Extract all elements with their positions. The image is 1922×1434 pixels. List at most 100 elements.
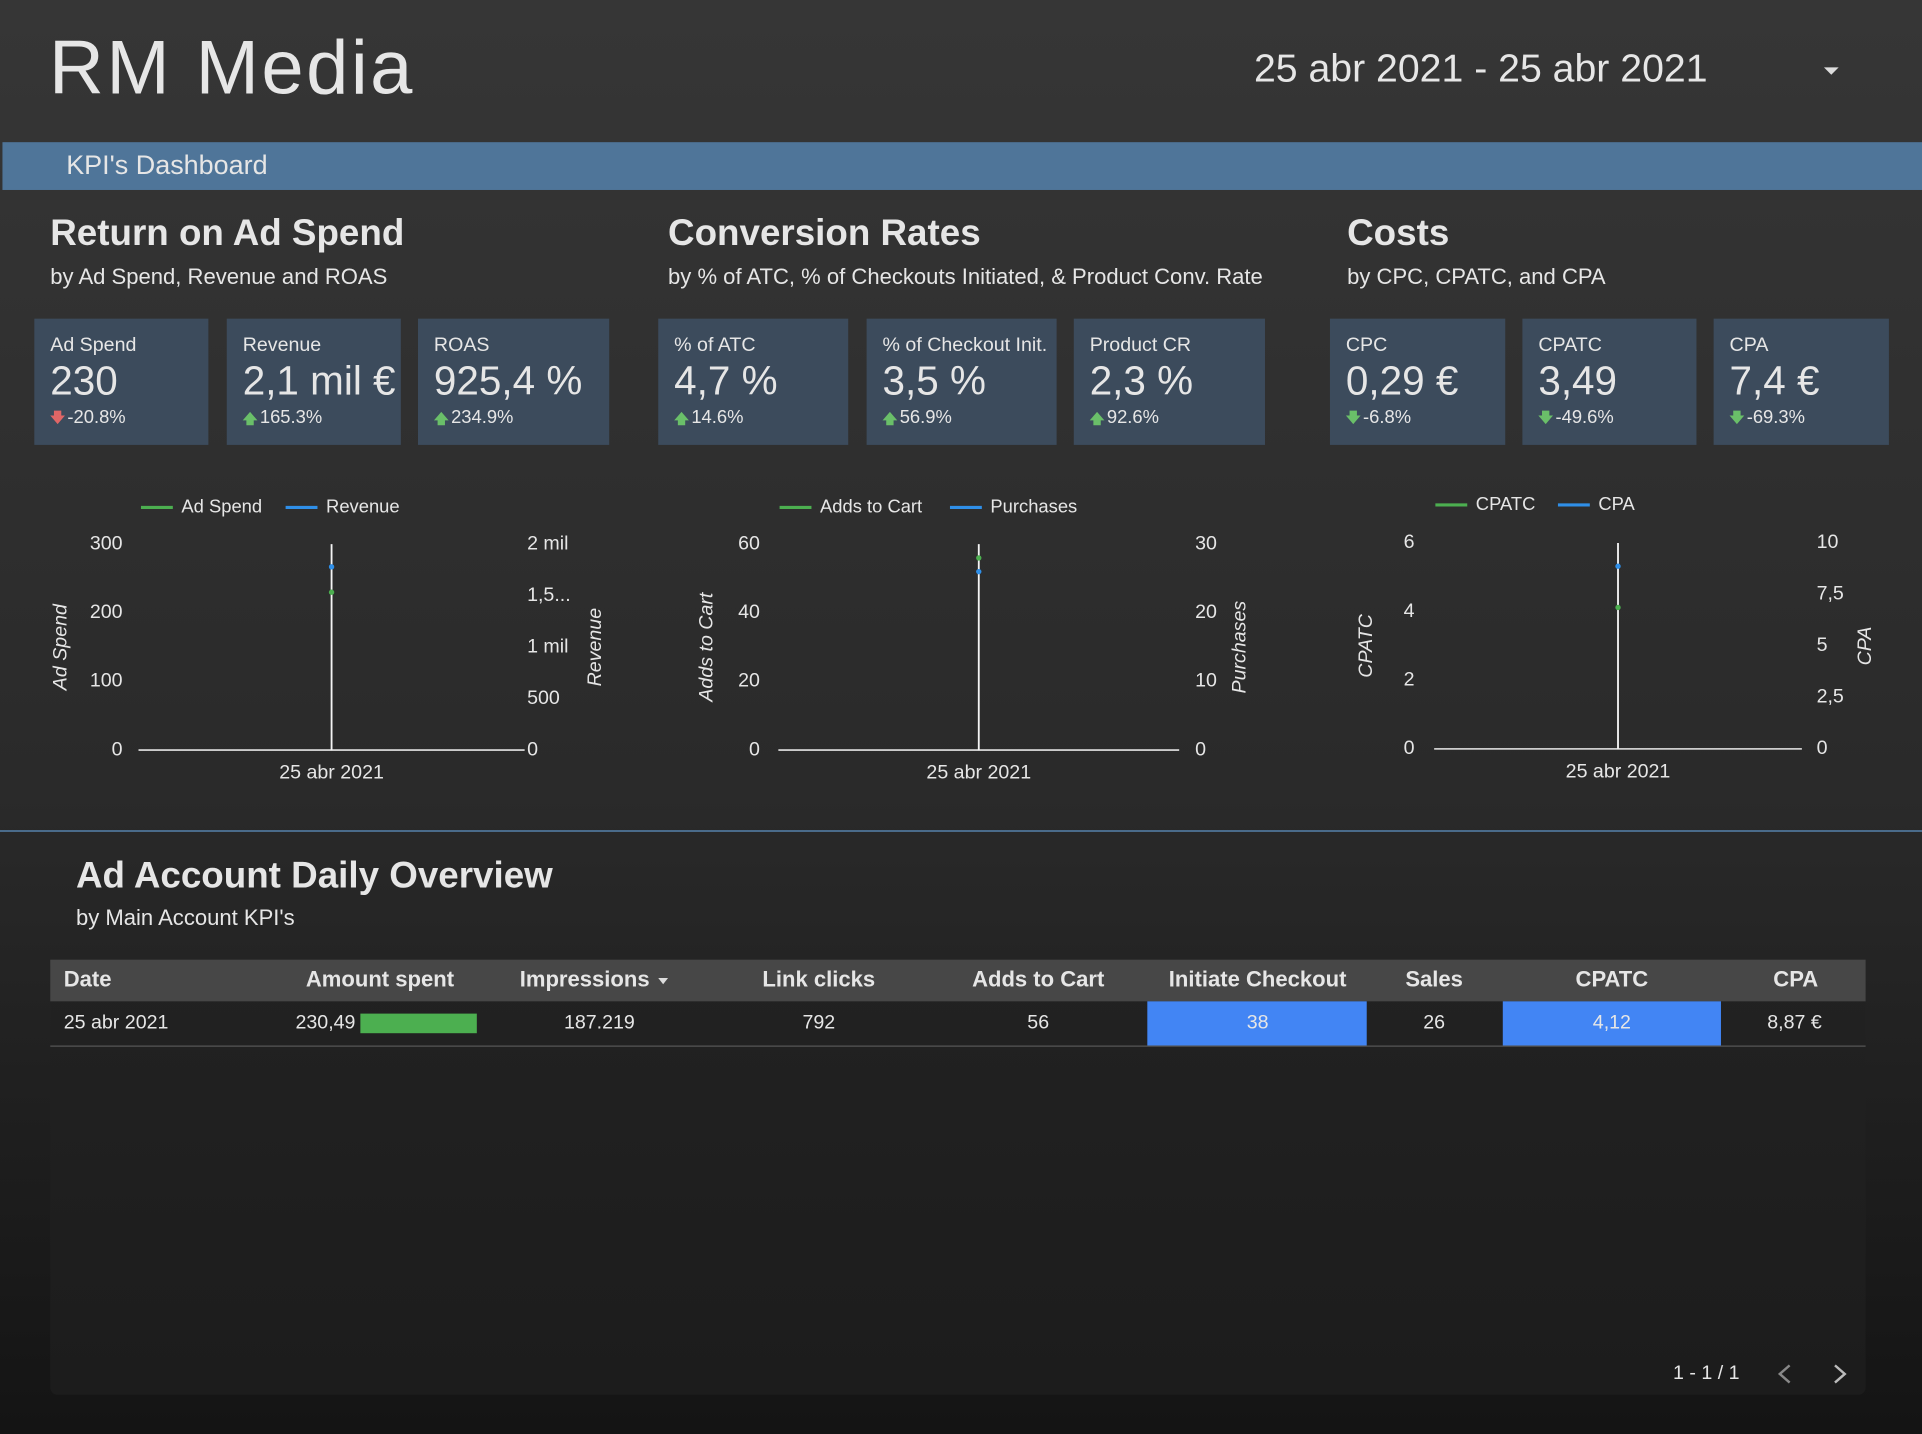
y2-tick-label: 7,5 xyxy=(1817,583,1844,605)
card-label: Ad Spend xyxy=(50,334,136,356)
section-subtitle: by Ad Spend, Revenue and ROAS xyxy=(50,264,387,289)
scorecard xyxy=(34,318,209,445)
card-value: 7,4 € xyxy=(1730,357,1820,403)
y-tick-label: 0 xyxy=(112,738,123,760)
y2-tick-label: 1,5... xyxy=(527,584,571,606)
column-header: CPATC xyxy=(1576,966,1649,991)
date-range[interactable]: 25 abr 2021 - 25 abr 2021 xyxy=(1254,46,1708,90)
card-label: ROAS xyxy=(434,334,490,356)
x-tick-label: 25 abr 2021 xyxy=(279,762,384,784)
column-header: Adds to Cart xyxy=(972,966,1105,991)
x-tick-label: 25 abr 2021 xyxy=(926,762,1031,784)
section-subtitle: by % of ATC, % of Checkouts Initiated, &… xyxy=(668,264,1263,289)
card-value: 2,1 mil € xyxy=(243,357,396,403)
card-value: 230 xyxy=(50,357,117,403)
prev-page[interactable] xyxy=(1777,1364,1791,1384)
table-cell: 792 xyxy=(802,1012,835,1034)
section-title: Return on Ad Spend xyxy=(50,212,404,253)
banner xyxy=(2,142,1922,190)
y-tick-label: 60 xyxy=(738,532,760,554)
y-tick-label: 0 xyxy=(1404,737,1415,759)
card-value: 4,7 % xyxy=(674,357,777,403)
y2-tick-label: 10 xyxy=(1817,531,1839,553)
y2-axis-title: Purchases xyxy=(1229,601,1251,694)
section-subtitle: by CPC, CPATC, and CPA xyxy=(1347,264,1606,289)
y-tick-label: 40 xyxy=(738,601,760,623)
legend-label: CPA xyxy=(1598,493,1635,514)
y2-tick-label: 10 xyxy=(1195,670,1217,692)
legend-label: Ad Spend xyxy=(181,495,262,516)
y2-axis-title: CPA xyxy=(1854,626,1876,665)
delta-arrow xyxy=(882,411,898,426)
y-tick-label: 300 xyxy=(90,532,123,554)
card-delta: -20.8% xyxy=(67,406,125,427)
scorecard xyxy=(417,318,610,445)
section-title: Conversion Rates xyxy=(668,212,981,253)
section-title: Costs xyxy=(1347,212,1449,253)
card-delta: -6.8% xyxy=(1363,406,1411,427)
delta-arrow xyxy=(1345,410,1361,425)
y-tick-label: 2 xyxy=(1404,668,1415,690)
sort-arrow[interactable] xyxy=(658,978,669,985)
column-header: Link clicks xyxy=(762,966,875,991)
y2-axis-title: Revenue xyxy=(584,608,606,687)
table-panel xyxy=(50,959,1866,1395)
y-tick-label: 100 xyxy=(90,670,123,692)
table-cell: 230,49 xyxy=(295,1012,355,1034)
scorecard xyxy=(1329,318,1506,445)
card-delta: 14.6% xyxy=(691,406,743,427)
delta-arrow xyxy=(433,411,449,426)
column-header: CPA xyxy=(1773,966,1818,991)
y-axis-title: Ad Spend xyxy=(49,603,71,691)
y-tick-label: 200 xyxy=(90,601,123,623)
column-header: Sales xyxy=(1405,966,1463,991)
next-page[interactable] xyxy=(1834,1364,1847,1384)
data-point xyxy=(328,564,335,570)
y2-tick-label: 0 xyxy=(527,738,538,760)
pagination: 1 - 1 / 1 xyxy=(1673,1362,1740,1384)
y-tick-label: 20 xyxy=(738,670,760,692)
y2-tick-label: 0 xyxy=(1817,737,1828,759)
card-delta: -69.3% xyxy=(1747,406,1805,427)
page-title: RM Media xyxy=(49,26,415,111)
data-point xyxy=(1615,604,1621,611)
y-tick-label: 4 xyxy=(1404,600,1415,622)
y2-tick-label: 500 xyxy=(527,687,560,709)
card-value: 3,49 xyxy=(1538,357,1617,403)
data-point xyxy=(1615,563,1621,569)
card-value: 925,4 % xyxy=(434,357,582,403)
column-header: Date xyxy=(64,966,112,991)
delta-arrow xyxy=(1729,410,1745,425)
column-header: Initiate Checkout xyxy=(1169,966,1347,991)
legend-label: Adds to Cart xyxy=(820,495,922,516)
dropdown-arrow[interactable] xyxy=(1823,67,1839,75)
y2-tick-label: 2,5 xyxy=(1817,686,1844,708)
banner-text: KPI's Dashboard xyxy=(66,150,267,180)
card-label: % of Checkout Init. xyxy=(883,334,1048,356)
card-label: Product CR xyxy=(1090,334,1191,356)
scorecard xyxy=(1522,318,1697,445)
y2-tick-label: 1 mil xyxy=(527,635,568,657)
card-label: CPA xyxy=(1730,334,1770,356)
y2-tick-label: 0 xyxy=(1195,738,1206,760)
table-cell: 56 xyxy=(1027,1012,1049,1034)
scorecard xyxy=(226,318,401,445)
scorecard xyxy=(1073,318,1265,445)
legend-label: Revenue xyxy=(326,495,400,516)
heat-cell xyxy=(1502,1001,1721,1046)
card-delta: 165.3% xyxy=(260,406,322,427)
card-label: CPC xyxy=(1346,334,1387,356)
legend-label: Purchases xyxy=(990,495,1077,516)
table-cell: 4,12 xyxy=(1593,1012,1631,1034)
scorecard xyxy=(1713,318,1889,445)
card-delta: 234.9% xyxy=(451,406,513,427)
y2-tick-label: 2 mil xyxy=(527,532,568,554)
table-cell: 25 abr 2021 xyxy=(64,1012,169,1034)
table-cell: 38 xyxy=(1247,1012,1269,1034)
scorecard xyxy=(866,318,1057,445)
table-subtitle: by Main Account KPI's xyxy=(76,905,295,930)
data-point xyxy=(976,568,982,575)
y2-tick-label: 5 xyxy=(1817,634,1828,656)
